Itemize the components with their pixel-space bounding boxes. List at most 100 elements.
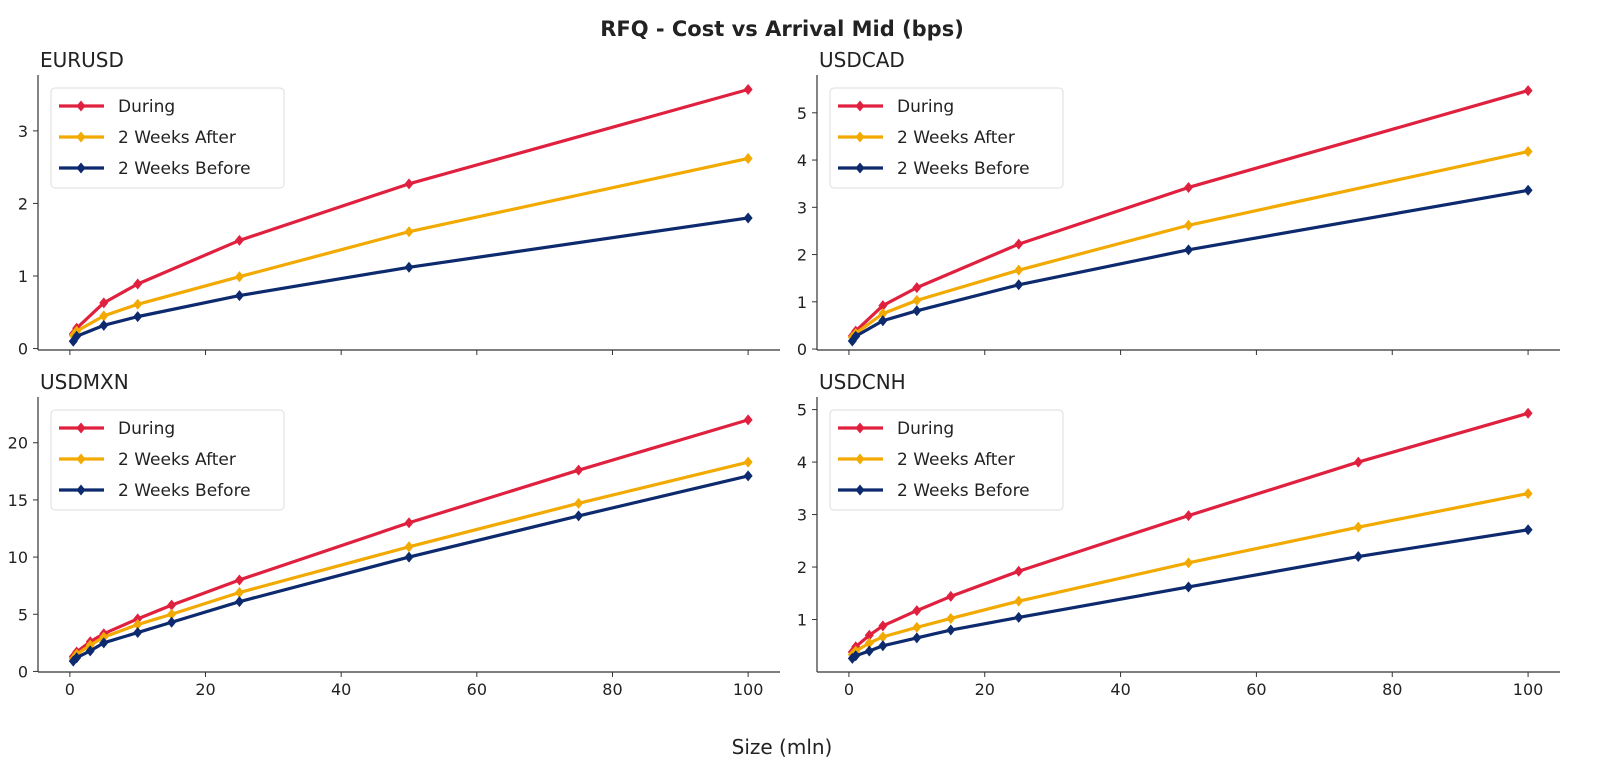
- data-point: [133, 311, 143, 323]
- data-point: [72, 652, 82, 664]
- data-point: [1353, 521, 1363, 533]
- x-tick-label: 100: [733, 680, 764, 699]
- data-point: [574, 510, 584, 522]
- data-point: [851, 330, 861, 342]
- legend: During 2 Weeks After 2 Weeks Before: [50, 87, 285, 189]
- data-point: [133, 613, 143, 625]
- data-point: [912, 605, 922, 617]
- data-point: [1184, 181, 1193, 193]
- data-point: [99, 310, 109, 322]
- data-point: [1014, 264, 1024, 276]
- y-tick-label: 0: [18, 662, 28, 681]
- data-point: [946, 612, 956, 624]
- data-point: [743, 456, 753, 468]
- x-tick-label: 60: [1246, 680, 1266, 699]
- data-point: [912, 621, 922, 633]
- data-point: [1523, 524, 1533, 536]
- data-point: [574, 497, 584, 509]
- legend-marker: [76, 453, 86, 465]
- legend-label: 2 Weeks Before: [897, 159, 1030, 179]
- data-point: [851, 650, 861, 662]
- y-tick-label: 15: [8, 491, 28, 510]
- subplot-usdcad: USDCAD 0 1 2 3 4 5 During 2 Weeks After 2 Weeks B…: [797, 48, 1560, 359]
- y-tick-label: 3: [797, 198, 807, 217]
- data-point: [99, 631, 109, 643]
- data-point: [912, 632, 922, 644]
- y-tick-label: 5: [797, 401, 807, 420]
- data-point: [743, 470, 753, 482]
- data-point: [1184, 581, 1193, 593]
- data-point: [912, 305, 922, 317]
- y-tick-label: 0: [797, 340, 807, 359]
- y-tick-label: 4: [797, 453, 807, 472]
- data-point: [1184, 557, 1193, 569]
- series-line-2-weeks-after: [851, 491, 1529, 656]
- data-point: [1014, 238, 1024, 250]
- data-point: [404, 178, 414, 190]
- subplot-title: EURUSD: [40, 48, 124, 72]
- series-line-2-weeks-after: [71, 460, 749, 660]
- series-line-2-weeks-before: [72, 474, 749, 663]
- data-point: [404, 541, 414, 553]
- series-line-during: [71, 418, 749, 658]
- data-point: [1014, 279, 1024, 291]
- x-axis-label: Size (mln): [732, 735, 833, 759]
- series-line-2-weeks-before: [71, 216, 749, 343]
- legend-box: [50, 87, 285, 189]
- data-point: [1523, 488, 1533, 500]
- y-tick-label: 3: [797, 506, 807, 525]
- data-point: [878, 620, 888, 632]
- subplot-title: USDCNH: [819, 370, 906, 394]
- legend-marker: [76, 100, 86, 112]
- legend-marker: [855, 453, 865, 465]
- data-point: [234, 587, 244, 599]
- legend-label: During: [897, 419, 954, 439]
- data-point: [878, 640, 888, 652]
- data-point: [1014, 611, 1024, 623]
- y-tick-label: 2: [797, 246, 807, 265]
- legend-box: [50, 409, 285, 511]
- legend-marker: [76, 131, 86, 143]
- legend-box: [829, 87, 1064, 189]
- y-tick-label: 2: [797, 558, 807, 577]
- legend-marker: [855, 100, 865, 112]
- y-tick-label: 2: [18, 194, 28, 213]
- legend-label: 2 Weeks Before: [897, 481, 1030, 501]
- legend-label: 2 Weeks After: [118, 128, 236, 148]
- subplot-eurusd: EURUSD 0 1 2 3 During 2 Weeks After 2 Weeks Bef…: [18, 48, 780, 359]
- data-point: [1184, 510, 1193, 522]
- data-point: [1184, 244, 1193, 256]
- legend-label: 2 Weeks Before: [118, 159, 251, 179]
- subplot-usdcnh: USDCNH 1 2 3 4 5 0 20 40 60 80 100 During 2 Weeks Aft…: [797, 370, 1560, 699]
- y-tick-label: 10: [8, 548, 28, 567]
- data-point: [878, 300, 888, 312]
- y-tick-label: 1: [18, 267, 28, 286]
- data-point: [864, 637, 874, 649]
- legend-label: During: [118, 419, 175, 439]
- data-point: [99, 319, 109, 331]
- y-tick-label: 20: [8, 434, 28, 453]
- data-point: [85, 645, 95, 657]
- legend-marker: [76, 422, 86, 434]
- series-line-during: [850, 411, 1529, 653]
- x-tick-label: 0: [844, 680, 854, 699]
- data-point: [234, 290, 244, 302]
- data-point: [99, 637, 109, 649]
- legend-box: [829, 409, 1064, 511]
- data-point: [1523, 407, 1533, 419]
- data-point: [878, 315, 888, 327]
- y-tick-label: 3: [18, 122, 28, 141]
- data-point: [912, 282, 922, 294]
- x-tick-label: 0: [65, 680, 75, 699]
- legend-label: 2 Weeks After: [897, 128, 1015, 148]
- data-point: [72, 330, 82, 342]
- legend-label: During: [118, 97, 175, 117]
- subplot-title: USDCAD: [819, 48, 905, 72]
- legend-marker: [76, 484, 86, 496]
- y-tick-label: 1: [797, 611, 807, 630]
- legend-label: 2 Weeks After: [118, 450, 236, 470]
- data-point: [133, 627, 143, 639]
- legend-marker: [855, 162, 865, 174]
- legend-label: 2 Weeks After: [897, 450, 1015, 470]
